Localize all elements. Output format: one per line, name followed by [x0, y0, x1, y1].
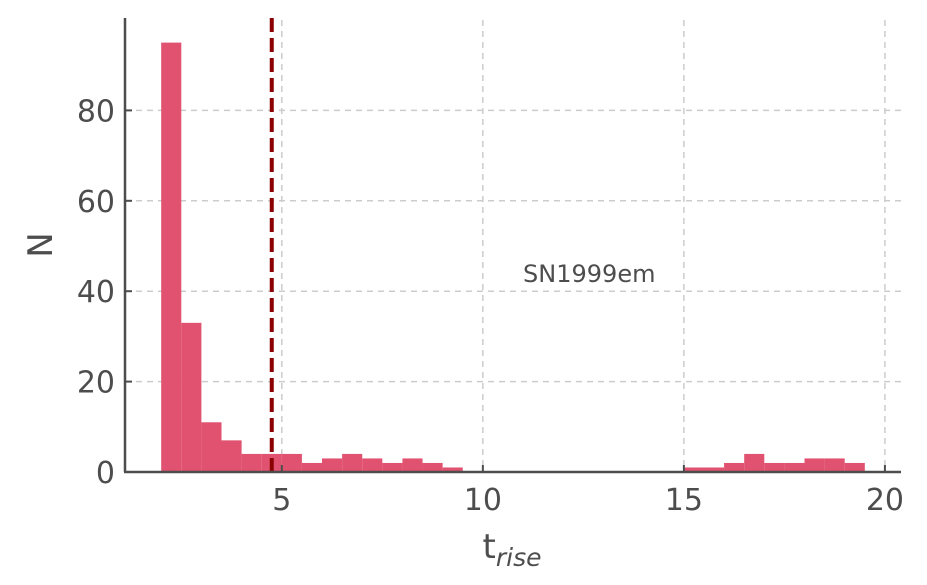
histogram-bar — [844, 462, 865, 472]
x-tick-label: 5 — [272, 483, 291, 518]
histogram-bar — [322, 458, 343, 472]
x-tick-label: 10 — [464, 483, 502, 518]
x-axis-title-subscript: rise — [496, 543, 542, 572]
histogram-bar — [402, 458, 423, 472]
histogram-bar — [181, 322, 202, 472]
histogram-bar — [342, 453, 363, 472]
histogram-bar — [442, 467, 463, 472]
histogram-bar — [281, 453, 302, 472]
histogram-bar — [824, 458, 845, 472]
histogram-bar — [744, 453, 765, 472]
histogram-bar — [362, 458, 383, 472]
histogram-bar — [683, 467, 704, 472]
histogram-bar — [422, 462, 443, 472]
histogram-bar — [784, 462, 805, 472]
x-tick-label: 20 — [866, 483, 904, 518]
histogram-bars — [161, 42, 865, 472]
y-tick-label: 80 — [77, 94, 115, 129]
y-tick-label: 20 — [77, 366, 115, 401]
grid-lines — [125, 20, 901, 472]
x-axis-title: trise — [483, 527, 542, 572]
histogram-bar — [301, 462, 323, 472]
histogram-bar — [703, 467, 725, 472]
histogram-bar — [241, 453, 262, 472]
histogram-bar — [804, 458, 825, 472]
histogram-bar — [724, 462, 745, 472]
y-axis-title: N — [21, 232, 61, 257]
tick-labels: 5 10 15 20 0 20 40 60 80 — [77, 94, 904, 518]
annotation-sn1999em: SN1999em — [523, 260, 655, 288]
y-tick-label: 40 — [77, 275, 115, 310]
histogram-bar — [221, 440, 242, 472]
histogram-bar — [201, 422, 222, 472]
axes — [123, 18, 901, 474]
histogram-bar — [161, 42, 182, 472]
y-tick-label: 0 — [96, 456, 115, 491]
histogram-bar — [382, 462, 403, 472]
histogram-bar — [764, 462, 785, 472]
x-axis-title-main: t — [483, 527, 496, 567]
x-tick-label: 15 — [665, 483, 703, 518]
y-tick-label: 60 — [77, 185, 115, 220]
